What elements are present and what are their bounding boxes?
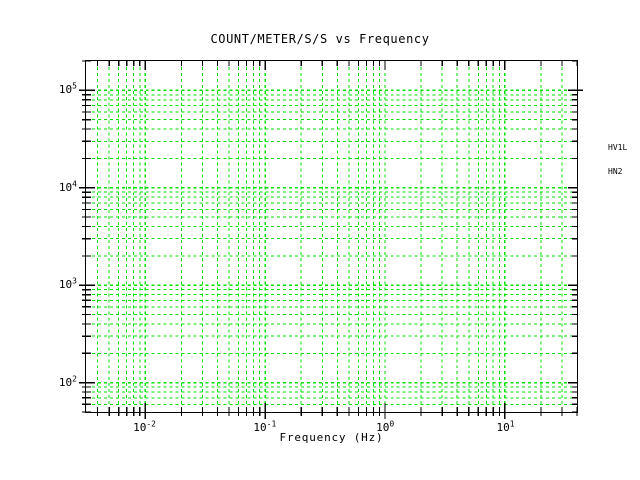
chart-title: COUNT/METER/S/S vs Frequency — [210, 32, 430, 46]
legend: HV1L HN2 — [608, 128, 637, 192]
y-tick-label-1e3: 103 — [58, 276, 77, 292]
y-tick-label-1e4: 104 — [58, 178, 77, 194]
y-tick-label-1e2: 102 — [58, 374, 77, 390]
legend-entry-hv1l: HV1L — [608, 143, 628, 152]
x-tick-label-1em2: 10-2 — [133, 419, 156, 434]
x-axis-title: Frequency (Hz) — [279, 431, 384, 444]
x-tick-label-1em1: 10-1 — [253, 419, 277, 434]
y-tick-label-1e5: 105 — [58, 80, 77, 96]
grid-lines — [86, 61, 577, 412]
x-tick-label-1e0: 100 — [376, 419, 395, 434]
data-series — [86, 61, 577, 412]
legend-entry-hn2: HN2 — [608, 167, 623, 176]
x-tick-label-1e1: 101 — [496, 419, 515, 434]
plot-area: HV1L HN2 — [79, 60, 627, 419]
axis-ticks — [79, 60, 583, 419]
